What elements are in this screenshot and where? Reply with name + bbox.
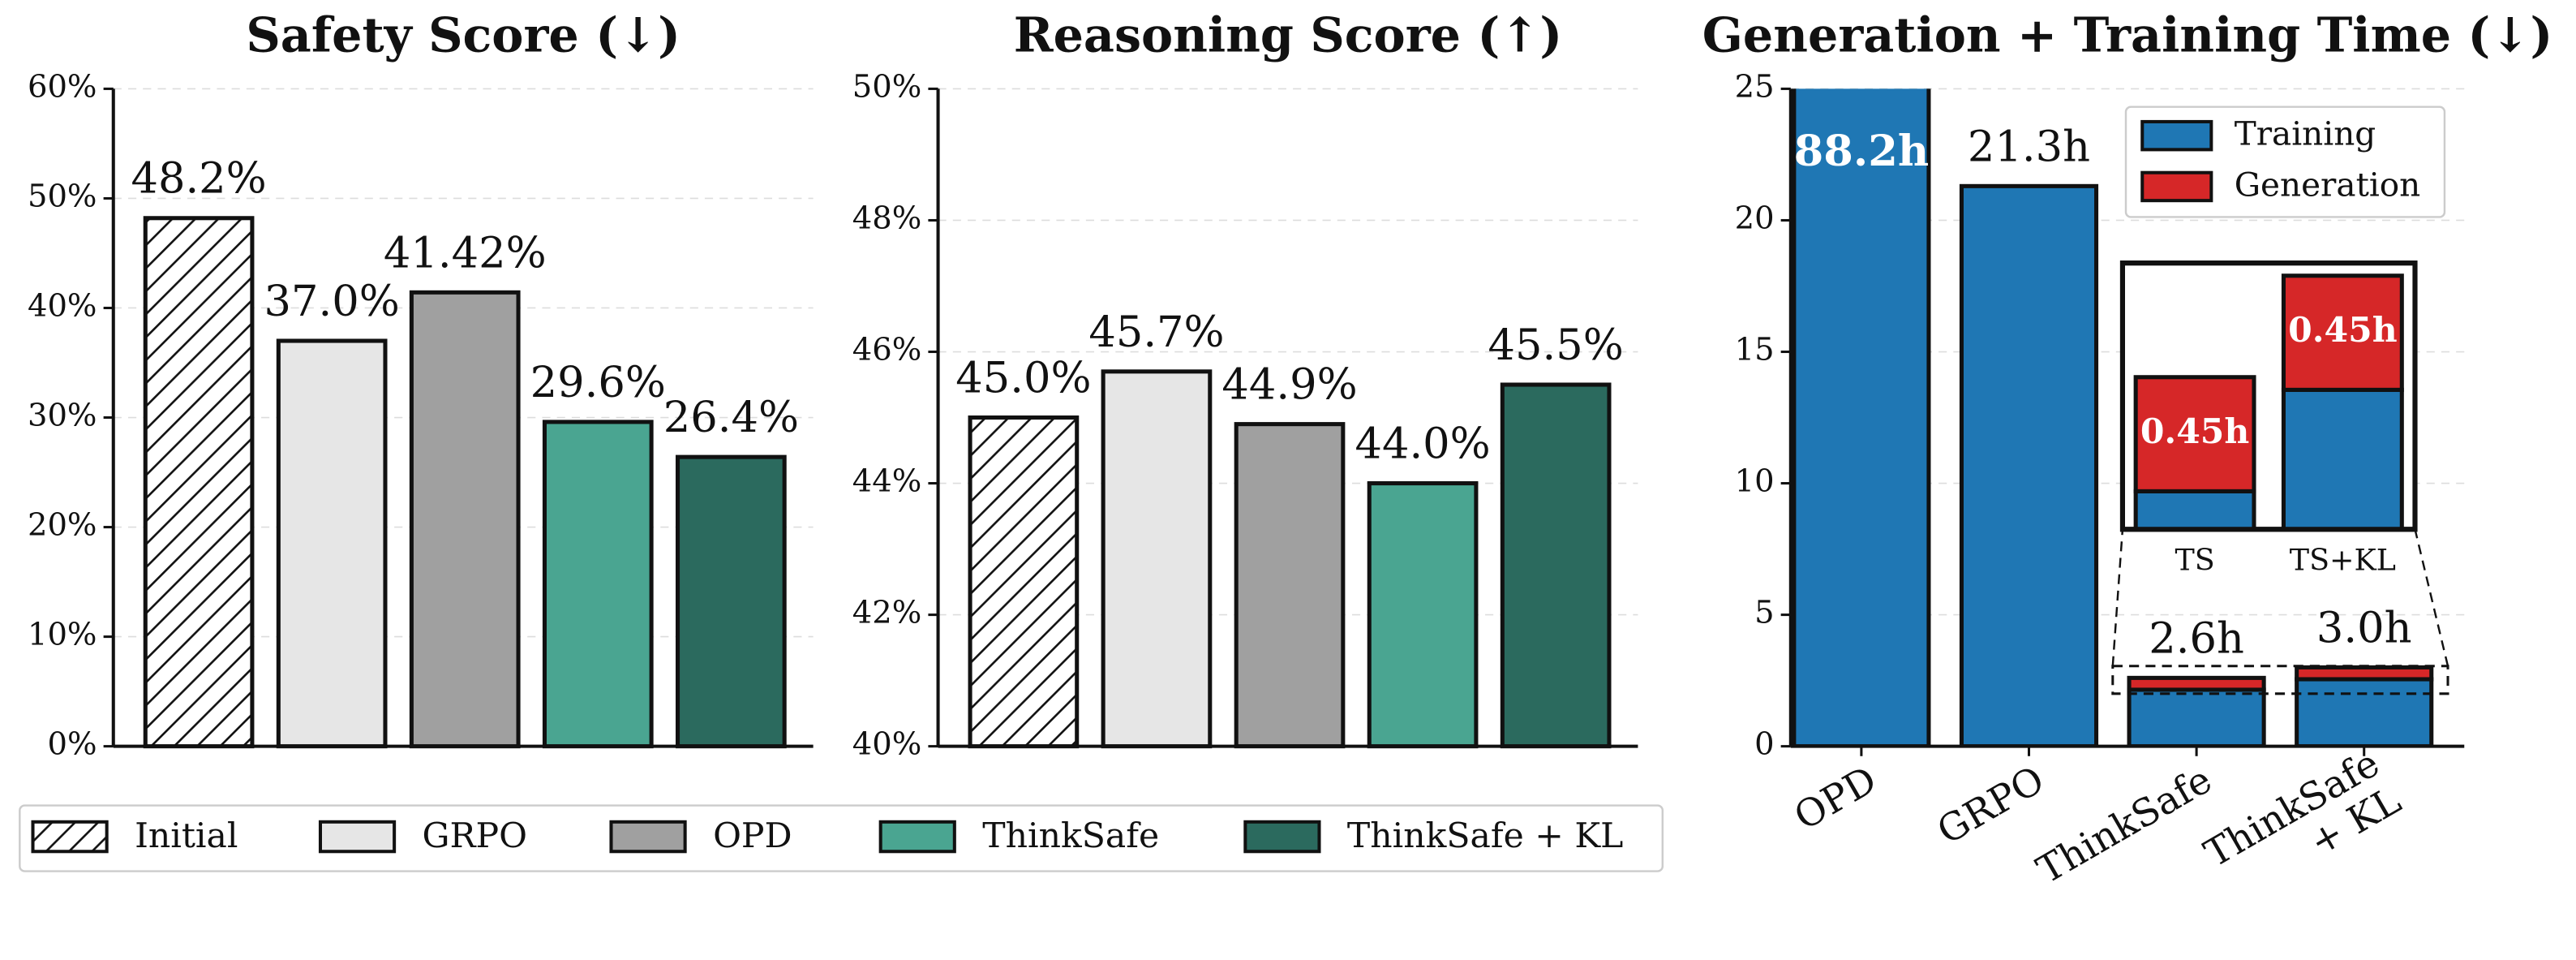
y-tick-label: 46% xyxy=(852,332,922,368)
legend-swatch xyxy=(609,820,687,854)
y-tick-label: 42% xyxy=(852,595,922,631)
chart-title: Reasoning Score (↑) xyxy=(1014,7,1562,63)
bar xyxy=(1500,382,1612,749)
x-tick-label: ThinkSafe xyxy=(2029,757,2219,892)
inset-tick-label: TS xyxy=(2175,542,2214,577)
legend-label: ThinkSafe + KL xyxy=(1347,816,1624,856)
bars xyxy=(1792,88,2434,747)
inset-segment xyxy=(2133,489,2256,530)
x-tick-label: ThinkSafe+ KL xyxy=(2197,741,2408,913)
legend-swatch xyxy=(878,820,956,854)
segment-label: 0.45h xyxy=(2288,310,2397,351)
bar-segment xyxy=(2295,677,2434,747)
bar xyxy=(1367,481,1479,749)
bar xyxy=(409,290,521,749)
y-tick-label: 50% xyxy=(852,68,922,105)
y-tick-label: 20 xyxy=(1735,200,1775,236)
value-label: 41.42% xyxy=(384,228,547,278)
inset-frame xyxy=(2119,260,2418,532)
y-tick-label: 15 xyxy=(1735,332,1775,368)
y-tick-label: 50% xyxy=(28,178,97,214)
inset-tick-label: TS+KL xyxy=(2290,542,2396,577)
value-label: 37.0% xyxy=(264,277,400,326)
total-label: 21.3h xyxy=(1968,122,2090,171)
total-label: 3.0h xyxy=(2316,603,2412,652)
inset-segment xyxy=(2133,375,2256,493)
legend-label: Training xyxy=(2235,114,2376,153)
bar xyxy=(1234,422,1346,749)
total-label: 2.6h xyxy=(2149,613,2244,663)
bar-segment xyxy=(1792,88,1931,747)
legend-label: OPD xyxy=(713,816,792,856)
x-tick-label: GRPO xyxy=(1930,757,2051,853)
legend-swatch xyxy=(1243,820,1321,854)
bar xyxy=(143,216,255,749)
chart-title: Safety Score (↓) xyxy=(246,7,680,63)
legend-label: ThinkSafe xyxy=(982,816,1159,856)
legend-label: Initial xyxy=(135,816,238,856)
value-label: 45.0% xyxy=(955,353,1091,403)
y-tick-label: 48% xyxy=(852,200,922,236)
y-tick-label: 5 xyxy=(1754,595,1774,631)
legend-swatch xyxy=(318,820,397,854)
value-label: 29.6% xyxy=(530,358,666,407)
zoom-connector xyxy=(2111,529,2124,666)
segment-label: 0.45h xyxy=(2140,411,2249,452)
zoom-connector xyxy=(2414,528,2449,667)
value-label: 45.5% xyxy=(1488,321,1624,370)
y-tick-label: 10% xyxy=(28,617,97,653)
legend-label: GRPO xyxy=(423,816,527,856)
y-tick-label: 20% xyxy=(28,507,97,544)
value-label: 44.9% xyxy=(1221,360,1357,410)
y-tick-label: 0% xyxy=(47,726,97,763)
bar-segment xyxy=(2295,665,2434,682)
y-tick-label: 44% xyxy=(852,463,922,500)
bar xyxy=(542,420,654,749)
legend-swatch xyxy=(2140,170,2213,203)
inset-segment xyxy=(2281,387,2404,530)
y-tick-label: 10 xyxy=(1735,463,1775,500)
zoom-box xyxy=(2111,665,2449,695)
x-tick-label: OPD xyxy=(1787,757,1884,838)
bar-segment xyxy=(1959,183,2099,747)
y-tick-label: 30% xyxy=(28,398,97,434)
inset-bars xyxy=(2133,273,2404,530)
y-tick-label: 0 xyxy=(1754,726,1774,763)
y-tick-label: 25 xyxy=(1735,68,1775,105)
bar-segment xyxy=(2127,675,2266,692)
total-label: 88.2h xyxy=(1794,127,1930,176)
bar xyxy=(675,454,787,749)
value-label: 44.0% xyxy=(1355,419,1490,468)
value-label: 26.4% xyxy=(663,393,799,442)
bar xyxy=(1101,369,1213,749)
legend-label: Generation xyxy=(2235,165,2421,204)
inset-segment xyxy=(2281,273,2404,392)
value-label: 45.7% xyxy=(1088,308,1224,357)
y-tick-label: 40% xyxy=(28,287,97,324)
y-tick-label: 60% xyxy=(28,68,97,105)
legend-swatch xyxy=(2140,119,2213,152)
value-label: 48.2% xyxy=(131,154,266,204)
bar xyxy=(276,338,388,749)
legend-swatch xyxy=(31,820,109,854)
chart-title: Generation + Training Time (↓) xyxy=(1702,7,2553,63)
bar-segment xyxy=(2127,687,2266,747)
bar xyxy=(968,415,1080,749)
y-tick-label: 40% xyxy=(852,726,922,763)
